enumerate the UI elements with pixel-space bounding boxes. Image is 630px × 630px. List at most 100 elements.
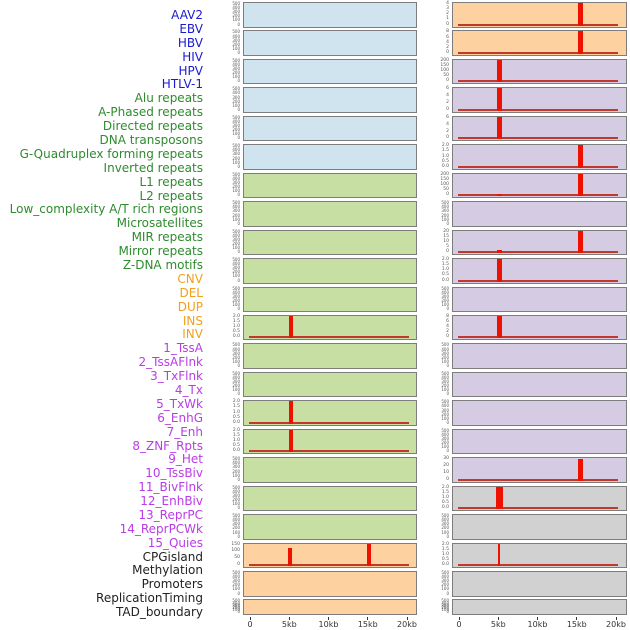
y-tick-label: 0	[446, 448, 449, 454]
peak-marker	[496, 193, 502, 197]
track-label: CNV	[177, 271, 203, 286]
y-tick-label: 0	[446, 362, 449, 368]
track-label: L1 repeats	[139, 174, 204, 189]
track-label: Microsatellites	[116, 216, 203, 231]
y-tick-label: 500	[441, 370, 449, 376]
y-tick-label: 0	[446, 106, 449, 112]
peak-marker	[289, 315, 293, 339]
y-tick-label: 0	[237, 21, 240, 27]
y-tick-label: 500	[441, 399, 449, 405]
y-tick-label: 500	[232, 114, 240, 120]
y-tick-label: 300	[232, 9, 240, 15]
y-tick-label: 400	[441, 517, 449, 523]
track-panel	[243, 201, 417, 227]
y-tick-label: 500	[441, 598, 449, 604]
y-tick-label: 4	[446, 121, 449, 127]
track-panel	[452, 599, 627, 616]
track-panel	[243, 457, 417, 483]
y-tick-label: 100	[441, 358, 449, 364]
y-tick-label: 400	[441, 600, 449, 606]
y-tick-label: 300	[232, 37, 240, 43]
y-tick-label: 200	[232, 468, 240, 474]
y-tick-label: 200	[232, 41, 240, 47]
y-tick-label: 0	[237, 562, 240, 567]
track-panel	[452, 144, 627, 170]
track-label: 6_EnhG	[157, 410, 203, 425]
track-label: A-Phased repeats	[98, 105, 203, 120]
track-panel	[243, 400, 417, 426]
y-tick-label: 1.0	[441, 153, 449, 159]
y-tick-label: 100	[232, 17, 240, 23]
y-tick-label: 400	[441, 204, 449, 210]
y-tick-label: 200	[232, 98, 240, 104]
y-tick-label: 200	[232, 525, 240, 531]
y-tick-label: 400	[441, 289, 449, 295]
y-tick-label: 500	[232, 57, 240, 63]
x-tick-label: 10kb	[527, 620, 548, 629]
y-tick-label: 300	[441, 293, 449, 299]
y-tick-label: 500	[232, 570, 240, 575]
track-panel	[452, 172, 627, 199]
y-tick-label: 400	[232, 374, 240, 380]
y-tick-label: 300	[232, 151, 240, 157]
x-tick-label: 20kb	[606, 620, 626, 629]
track-panel	[452, 400, 627, 426]
y-tick-label: 200	[441, 297, 449, 303]
y-tick-label: 100	[232, 501, 240, 506]
y-tick-label: 300	[232, 464, 240, 470]
y-tick-label: 400	[232, 204, 240, 210]
track-panel	[452, 457, 627, 483]
y-tick-label: 300	[232, 265, 240, 271]
y-tick-label: 0	[446, 21, 449, 27]
track-panel	[452, 286, 627, 312]
y-tick-label: 0	[237, 50, 240, 55]
track-label: 7_Enh	[166, 424, 203, 439]
y-tick-label: 400	[232, 33, 240, 39]
y-tick-label: 200	[232, 605, 240, 610]
peak-marker	[577, 3, 583, 26]
y-tick-label: 300	[232, 521, 240, 527]
y-tick-label: 0.5	[441, 500, 449, 505]
track-panel	[243, 371, 417, 398]
y-tick-label: 100	[441, 387, 449, 393]
y-tick-label: 100	[232, 358, 240, 364]
y-tick-label: 0	[237, 590, 240, 596]
y-tick-label: 0.0	[232, 448, 240, 454]
y-tick-label: 200	[232, 269, 240, 275]
y-tick-label: 400	[232, 460, 240, 466]
y-tick-label: 100	[232, 131, 240, 137]
y-tick-label: 200	[440, 171, 449, 177]
y-tick-label: 0	[237, 220, 240, 226]
y-tick-label: 10	[443, 238, 449, 244]
y-tick-label: 500	[232, 1, 240, 6]
y-tick-label: 100	[232, 586, 240, 592]
peak-marker	[496, 259, 502, 282]
y-tick-label: 0.5	[232, 414, 240, 420]
y-tick-label: 300	[232, 179, 240, 185]
y-tick-label: 1.0	[232, 324, 240, 330]
peak-marker	[496, 315, 502, 339]
y-tick-label: 1.5	[441, 489, 449, 495]
y-tick-label: 400	[232, 90, 240, 96]
y-tick-label: 1.0	[441, 551, 449, 557]
y-tick-label: 0	[446, 590, 449, 596]
y-tick-label: 100	[232, 45, 240, 51]
y-tick-label: 0.5	[232, 329, 240, 335]
track-label: Methylation	[132, 563, 203, 578]
y-tick-label: 500	[232, 370, 240, 376]
y-tick-label: 30	[443, 456, 449, 462]
y-tick-label: 100	[441, 529, 449, 535]
y-tick-label: 300	[232, 66, 240, 72]
y-tick-label: 0	[237, 163, 240, 169]
track-panel	[452, 514, 627, 540]
peak-marker	[577, 145, 583, 168]
track-panel	[452, 485, 627, 512]
y-tick-label: 100	[231, 548, 240, 554]
signal-baseline	[458, 80, 618, 83]
signal-baseline	[458, 23, 618, 26]
y-tick-label: 100	[441, 216, 449, 222]
y-tick-label: 2.0	[232, 427, 240, 433]
track-panel	[243, 229, 417, 256]
y-tick-label: 500	[232, 200, 240, 206]
